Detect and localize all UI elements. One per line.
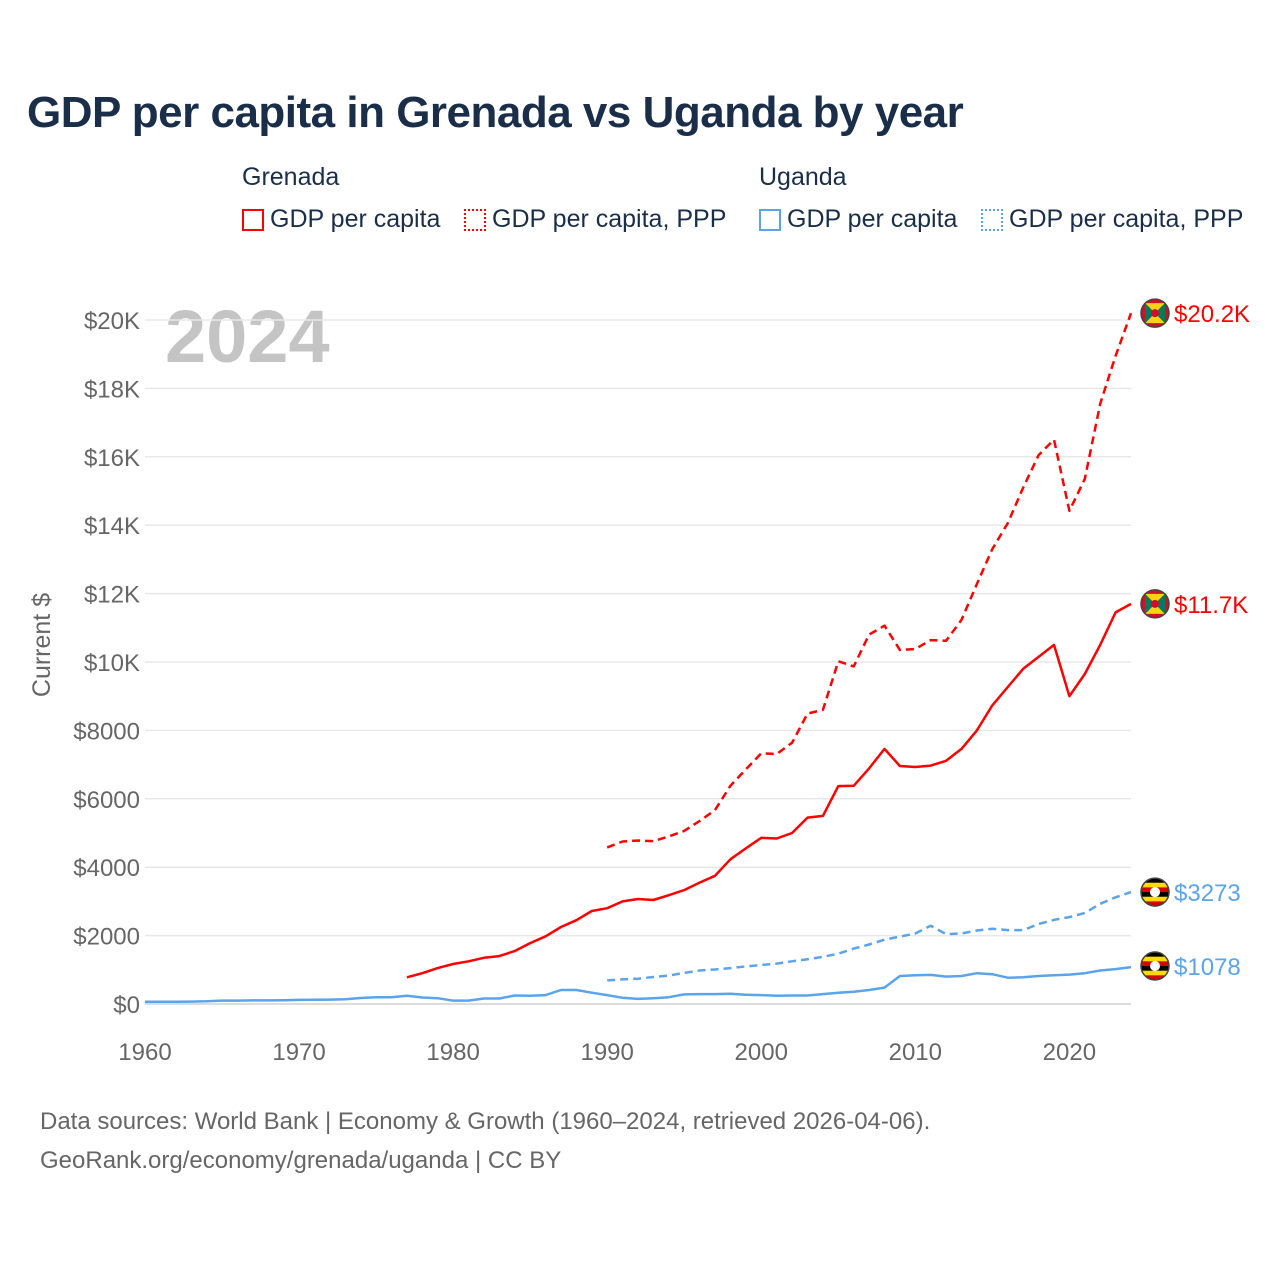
y-tick-label: $10K xyxy=(84,650,140,677)
footer-link[interactable]: GeoRank.org/economy/grenada/uganda | CC … xyxy=(40,1147,562,1174)
grenada-flag-icon xyxy=(1140,589,1170,619)
y-tick-label: $2000 xyxy=(73,924,140,951)
legend-swatch-solid-blue xyxy=(759,208,781,231)
end-value-label: $20.2K xyxy=(1174,301,1250,328)
x-tick-label: 1990 xyxy=(580,1039,633,1066)
series-line-grenada-gdp-per-capita-ppp xyxy=(606,312,1133,849)
x-tick-label: 1980 xyxy=(426,1039,479,1066)
legend-label: GDP per capita, PPP xyxy=(1009,205,1244,233)
y-tick-label: $6000 xyxy=(73,787,140,814)
legend-label: GDP per capita xyxy=(270,205,441,233)
y-tick-label: $16K xyxy=(84,445,140,472)
uganda-flag-icon xyxy=(1140,877,1170,907)
series-line-uganda-gdp-per-capita xyxy=(145,965,1132,1004)
x-tick-label: 1970 xyxy=(272,1039,325,1066)
legend-label: GDP per capita xyxy=(787,205,958,233)
series-line-uganda-gdp-per-capita-ppp xyxy=(607,890,1132,982)
x-tick-label: 2010 xyxy=(889,1039,942,1066)
legend-swatch-dotted-blue xyxy=(981,208,1003,231)
legend-swatch-solid-red xyxy=(242,208,264,231)
y-tick-label: $4000 xyxy=(73,855,140,882)
end-value-label: $3273 xyxy=(1174,880,1241,907)
end-value-label: $11.7K xyxy=(1174,592,1248,619)
legend-group-grenada: Grenada xyxy=(242,163,340,191)
legend-swatch-dotted-red xyxy=(464,208,486,231)
uganda-flag-icon xyxy=(1140,951,1170,981)
x-tick-label: 2020 xyxy=(1043,1039,1096,1066)
y-tick-label: $8000 xyxy=(73,718,140,745)
x-tick-label: 2000 xyxy=(735,1039,788,1066)
y-tick-label: $12K xyxy=(84,582,140,609)
legend-uganda-ppp[interactable]: GDP per capita, PPP xyxy=(981,205,1243,234)
grenada-flag-icon xyxy=(1140,298,1170,328)
legend-label: GDP per capita, PPP xyxy=(492,205,727,233)
legend-grenada-gdp[interactable]: GDP per capita xyxy=(242,205,440,234)
y-tick-label: $18K xyxy=(84,376,140,403)
y-axis-label: Current $ xyxy=(28,593,56,697)
chart-title: GDP per capita in Grenada vs Uganda by y… xyxy=(27,88,964,137)
legend-uganda-gdp[interactable]: GDP per capita xyxy=(759,205,957,234)
year-watermark: 2024 xyxy=(165,295,330,378)
end-value-label: $1078 xyxy=(1174,954,1241,981)
footer-sources: Data sources: World Bank | Economy & Gro… xyxy=(40,1108,931,1135)
y-tick-label: $14K xyxy=(84,513,140,540)
x-tick-label: 1960 xyxy=(118,1039,171,1066)
legend-grenada-ppp[interactable]: GDP per capita, PPP xyxy=(464,205,726,234)
y-tick-label: $20K xyxy=(84,308,140,335)
y-tick-label: $0 xyxy=(113,992,140,1019)
series-line-grenada-gdp-per-capita xyxy=(406,602,1132,979)
legend-group-uganda: Uganda xyxy=(759,163,847,191)
